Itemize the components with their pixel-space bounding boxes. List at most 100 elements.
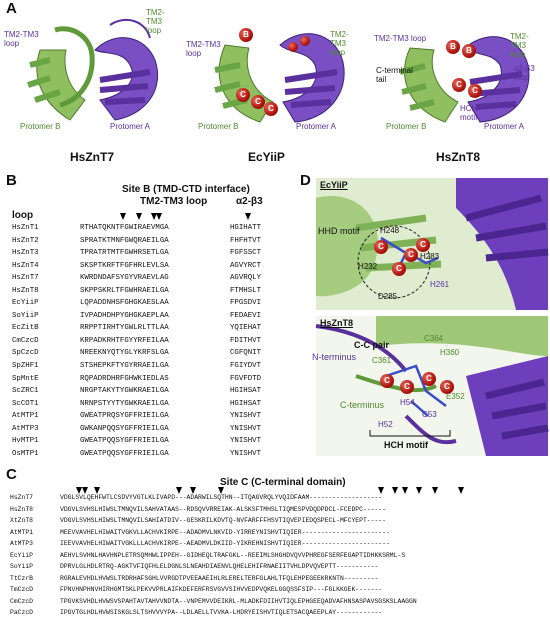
hsznt8-site-c-ball-1: C [452, 78, 466, 92]
residue-h232: H232 [358, 262, 378, 271]
alignment-c-species: HsZnT7 [10, 494, 34, 501]
alignment-b-species: HsZnT4 [12, 261, 39, 270]
ecyiip-title: EcYiiP [248, 150, 285, 164]
alignment-b-species: SpMntE [12, 374, 39, 383]
hsznt7-protomer-b-label: Protomer B [20, 122, 61, 131]
n-terminus-label: N-terminus [312, 352, 357, 362]
alignment-b-seq: KWRDNDAFSYGYVRAEVLAG [80, 274, 169, 283]
alignment-b-a2b3: CGFQNIT [230, 349, 262, 358]
ecyiip-site-b-ball: B [239, 28, 253, 42]
hsznt8-zoom-c-ball-3: C [422, 372, 436, 386]
a2b3-header: α2-β3 [236, 196, 263, 207]
residue-c364: C364 [424, 334, 444, 343]
hsznt8-protomer-a-label: Protomer A [484, 122, 525, 131]
alignment-b-seq: KRPADKRHTFGYYRFEILAA [80, 336, 169, 345]
alignment-b-row: OsMTP1 GWEATPQQSYGFFRIEILGA YNISHVT [12, 448, 282, 461]
alignment-b-row: AtMTP1 GWEATPRQSYGFFRIEILGA YNISHVT [12, 410, 282, 423]
alignment-c-seq: RGRALEVHDLHVWSLTRDRHAFSGHLVVRGDTPVEEAAEI… [60, 574, 379, 582]
alignment-c-row: TtCzrB RGRALEVHDLHVWSLTRDRHAFSGHLVVRGDTPV… [10, 573, 546, 585]
alignment-c-species: TmCzcD [10, 586, 34, 593]
ecyiip-protomer-b-label: Protomer B [198, 122, 239, 131]
alignment-c-species: AtMTP1 [10, 528, 34, 536]
hsznt8-zoom-c-ball-4: C [440, 380, 454, 394]
alignment-c-species: EcYiiP [10, 551, 34, 559]
alignment-c-species: XtZnT8 [10, 517, 34, 524]
alignment-b-species: CmCzcD [12, 336, 39, 345]
ecyiip-zoom-c-ball-3: C [404, 248, 418, 262]
hch-bracket [369, 430, 451, 437]
alignment-c-seq: FPNVHNPHNVHIRHGMTSKLPEKVVPRLAIFKDEFERFRS… [60, 586, 383, 593]
hsznt7-tm23-right-label: TM2- TM3 loop [146, 8, 165, 35]
alignment-c-seq: MEEVVAVHELHIWAITVGKVLLACHVKIRPE--ADADMVL… [60, 528, 390, 536]
alignment-c-species: SoYiiP [10, 563, 34, 570]
site-c-title: Site C (C-terminal domain) [220, 477, 346, 488]
loop-header: loop [12, 210, 34, 221]
alignment-b-a2b3: FGFSSCT [230, 249, 262, 258]
alignment-b-a2b3: AGVRQLY [230, 274, 262, 283]
alignment-b-row: SoYiiP IVPADHDHPYGHGKAEPLAA FEDAEVI [12, 310, 282, 323]
site-c-marker [378, 487, 384, 494]
alignment-b-species: SoYiiP [12, 311, 39, 320]
hsznt8-site-b-ball-2: B [462, 44, 476, 58]
alignment-c-row: AtMTP1 MEEVVAVHELHIWAITVGKVLLACHVKIRPE--A… [10, 527, 546, 539]
alignment-b-seq: NRGPTAKYTYGWKRAEILGA [80, 387, 169, 396]
alignment-b-a2b3: YNISHVT [230, 424, 262, 433]
alignment-b-row: HsZnT1 RTHATQKNTFGWIRAEVMGA HGIHATT [12, 222, 282, 235]
panel-letter-b: B [6, 172, 17, 189]
alignment-c-seq: VDGVLSVHSLHIWSLTMNQVILSAHIATDIV--GESKRIL… [60, 517, 386, 524]
alignment-b-a2b3: YQIEHAT [230, 324, 262, 333]
alignment-c-seq: AEHVLSVHNLHAVHNPLETRSQMHWLIPPEH--GIDHEQL… [60, 551, 406, 559]
alignment-site-c: HsZnT7 VDGLSVLQEHFWTLCSDVYVGTLKLIVAPD---A… [10, 492, 546, 619]
hhd-motif-label: HHD motif [318, 226, 360, 236]
alignment-b-row: CmCzcD KRPADKRHTFGYYRFEILAA FDITHVT [12, 335, 282, 348]
alignment-b-species: ScCOT1 [12, 399, 39, 408]
ecyiip-zn-ball-1 [288, 42, 298, 52]
hsznt8-site-b-ball-1: B [446, 40, 460, 54]
alignment-b-seq: RRPPTIRHTYGWLRLTTLAA [80, 324, 169, 333]
alignment-b-species: HsZnT1 [12, 224, 39, 232]
alignment-c-seq: DPRVLGLHDLRTRQ-AGKTVFIQFHLELDGNLSLNEAHDI… [60, 563, 379, 570]
alignment-b-row: ScZRC1 NRGPTAKYTYGWKRAEILGA HGIHSAT [12, 385, 282, 398]
alignment-b-a2b3: FDITHVT [230, 336, 262, 345]
alignment-b-seq: SKPPSKRLTFGWHRAEILGA [80, 286, 169, 295]
alignment-c-row: EcYiiP AEHVLSVHNLHAVHNPLETRSQMHWLIPPEH--G… [10, 550, 546, 562]
alignment-c-species: AtMTP3 [10, 540, 34, 547]
alignment-b-species: HvMTP1 [12, 437, 39, 446]
alignment-b-a2b3: FGIYDVT [230, 362, 262, 371]
alignment-b-species: SpCzcD [12, 349, 39, 358]
alignment-b-a2b3: FGVFDTD [230, 374, 262, 383]
alignment-b-a2b3: FTMHSLT [230, 286, 262, 295]
residue-h283: H283 [420, 252, 440, 261]
residue-h248: H248 [380, 226, 400, 235]
alignment-b-a2b3: YNISHVT [230, 437, 262, 446]
alignment-b-species: HsZnT8 [12, 286, 39, 295]
alignment-b-a2b3: HGIHSAT [230, 399, 262, 408]
alignment-b-row: EcYiiP LQPADDNHSFGHGKAESLAA FPGSDVI [12, 297, 282, 310]
alignment-b-a2b3: FPGSDVI [230, 299, 262, 308]
alignment-b-seq: NRNPSTYYTYGWKRAEILGA [80, 399, 169, 408]
alignment-b-a2b3: FEDAEVI [230, 311, 262, 320]
site-b-subtitle: TM2-TM3 loop [140, 196, 208, 207]
panel-letter-a: A [6, 0, 17, 17]
alignment-c-species: PaCzcD [10, 609, 34, 616]
ecyiip-site-c-zoom [316, 178, 549, 310]
alignment-c-species: TtCzrB [10, 574, 34, 582]
alignment-site-b: HsZnT1 RTHATQKNTFGWIRAEVMGA HGIHATT HsZnT2 S… [12, 222, 282, 460]
alignment-b-species: HsZnT2 [12, 236, 39, 245]
site-c-marker [176, 487, 182, 494]
ecyiip-tm23-left-label: TM2-TM3 loop [186, 40, 221, 58]
residue-c53: C53 [422, 410, 437, 419]
alignment-b-species: AtMTP1 [12, 412, 39, 421]
alignment-b-a2b3: YNISHVT [230, 449, 262, 458]
alignment-b-seq: NREEKNYQTYGLYKRFSLGA [80, 349, 169, 358]
site-b-marker [245, 213, 251, 220]
alignment-c-seq: IEEVVAVHELHIWAITVGKLLLACHVKIRPE--AEADMVL… [60, 540, 390, 547]
alignment-b-row: HsZnT4 SKSPTKRFTFGFHRLEVLSA AGVYRCT [12, 260, 282, 273]
alignment-b-row: SpZHF1 STSHEPKFTYGYRRAEILGA FGIYDVT [12, 360, 282, 373]
site-c-marker [432, 487, 438, 494]
alignment-b-row: AtMTP3 GWKANPQQSYGFFRIEILGA YNISHVT [12, 423, 282, 436]
alignment-b-a2b3: YNISHVT [230, 412, 262, 421]
alignment-b-seq: GWEATPQQSYGFFRIEILGA [80, 449, 169, 458]
hsznt8-zoom-c-ball-2: C [400, 380, 414, 394]
alignment-c-row: PaCzcD IPGVTGLHDLHVWSISKGLSLTSHVVVYPA--LD… [10, 607, 546, 619]
